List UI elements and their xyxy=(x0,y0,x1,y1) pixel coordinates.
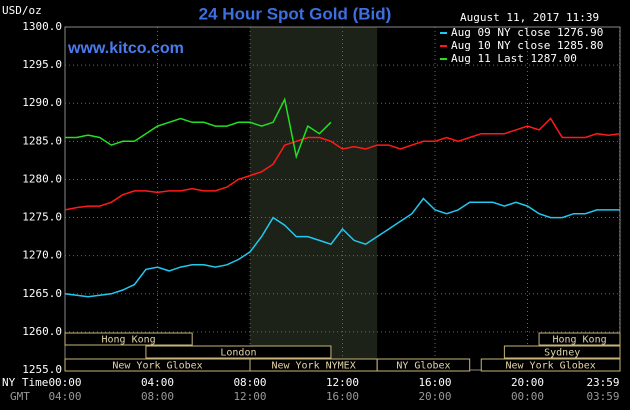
session-label: NY Globex xyxy=(396,361,450,372)
shaded-range xyxy=(250,27,378,370)
series-line xyxy=(64,117,621,211)
x-tick-label: 16:00 xyxy=(418,376,451,389)
x-tick-label: 12:00 xyxy=(326,376,359,389)
session-box xyxy=(538,332,621,346)
session-box xyxy=(376,358,471,372)
chart-title: 24 Hour Spot Gold (Bid) xyxy=(199,4,392,23)
session-box xyxy=(480,358,621,372)
series-line xyxy=(65,97,332,160)
x2-tick-label: 20:00 xyxy=(418,390,451,403)
y-tick-label: 1290.0 xyxy=(22,96,62,109)
session-label: London xyxy=(220,348,256,359)
y-tick-label: 1280.0 xyxy=(22,172,62,185)
x2-tick-label: 16:00 xyxy=(326,390,359,403)
x2-tick-label: 03:59 xyxy=(586,390,619,403)
y-tick-label: 1300.0 xyxy=(22,20,62,33)
session-box xyxy=(64,332,193,346)
legend-label: Aug 09 NY close 1276.90 xyxy=(451,26,603,39)
y-tick-label: 1295.0 xyxy=(22,58,62,71)
y-tick-label: 1255.0 xyxy=(22,363,62,376)
x-tick-label: 23:59 xyxy=(586,376,619,389)
x-tick-label: 08:00 xyxy=(233,376,266,389)
session-label: New York NYMEX xyxy=(271,361,355,372)
x-tick-label: 04:00 xyxy=(141,376,174,389)
session-box xyxy=(503,345,621,359)
timestamp: August 11, 2017 11:39 xyxy=(460,11,599,24)
legend-label: Aug 10 NY close 1285.80 xyxy=(451,39,603,52)
session-label: Sydney xyxy=(544,348,580,359)
x2-tick-label: 08:00 xyxy=(141,390,174,403)
x-label: NY Time xyxy=(2,376,48,389)
session-label: New York Globex xyxy=(505,361,595,372)
x2-tick-label: 04:00 xyxy=(48,390,81,403)
session-label: Hong Kong xyxy=(552,335,606,346)
x2-tick-label: 00:00 xyxy=(511,390,544,403)
y-tick-label: 1270.0 xyxy=(22,249,62,262)
y-tick-label: 1260.0 xyxy=(22,325,62,338)
y-unit: USD/oz xyxy=(2,4,42,17)
session-box xyxy=(145,345,332,359)
y-tick-label: 1285.0 xyxy=(22,134,62,147)
y-tick-label: 1265.0 xyxy=(22,287,62,300)
x2-label: GMT xyxy=(10,390,30,403)
x2-tick-label: 12:00 xyxy=(233,390,266,403)
series-line xyxy=(64,197,620,298)
x-tick-label: 00:00 xyxy=(48,376,81,389)
x-tick-label: 20:00 xyxy=(511,376,544,389)
legend-label: Aug 11 Last 1287.00 xyxy=(451,52,577,65)
session-label: Hong Kong xyxy=(102,335,156,346)
session-label: New York Globex xyxy=(112,361,202,372)
y-tick-label: 1275.0 xyxy=(22,211,62,224)
source: www.kitco.com xyxy=(67,40,184,57)
